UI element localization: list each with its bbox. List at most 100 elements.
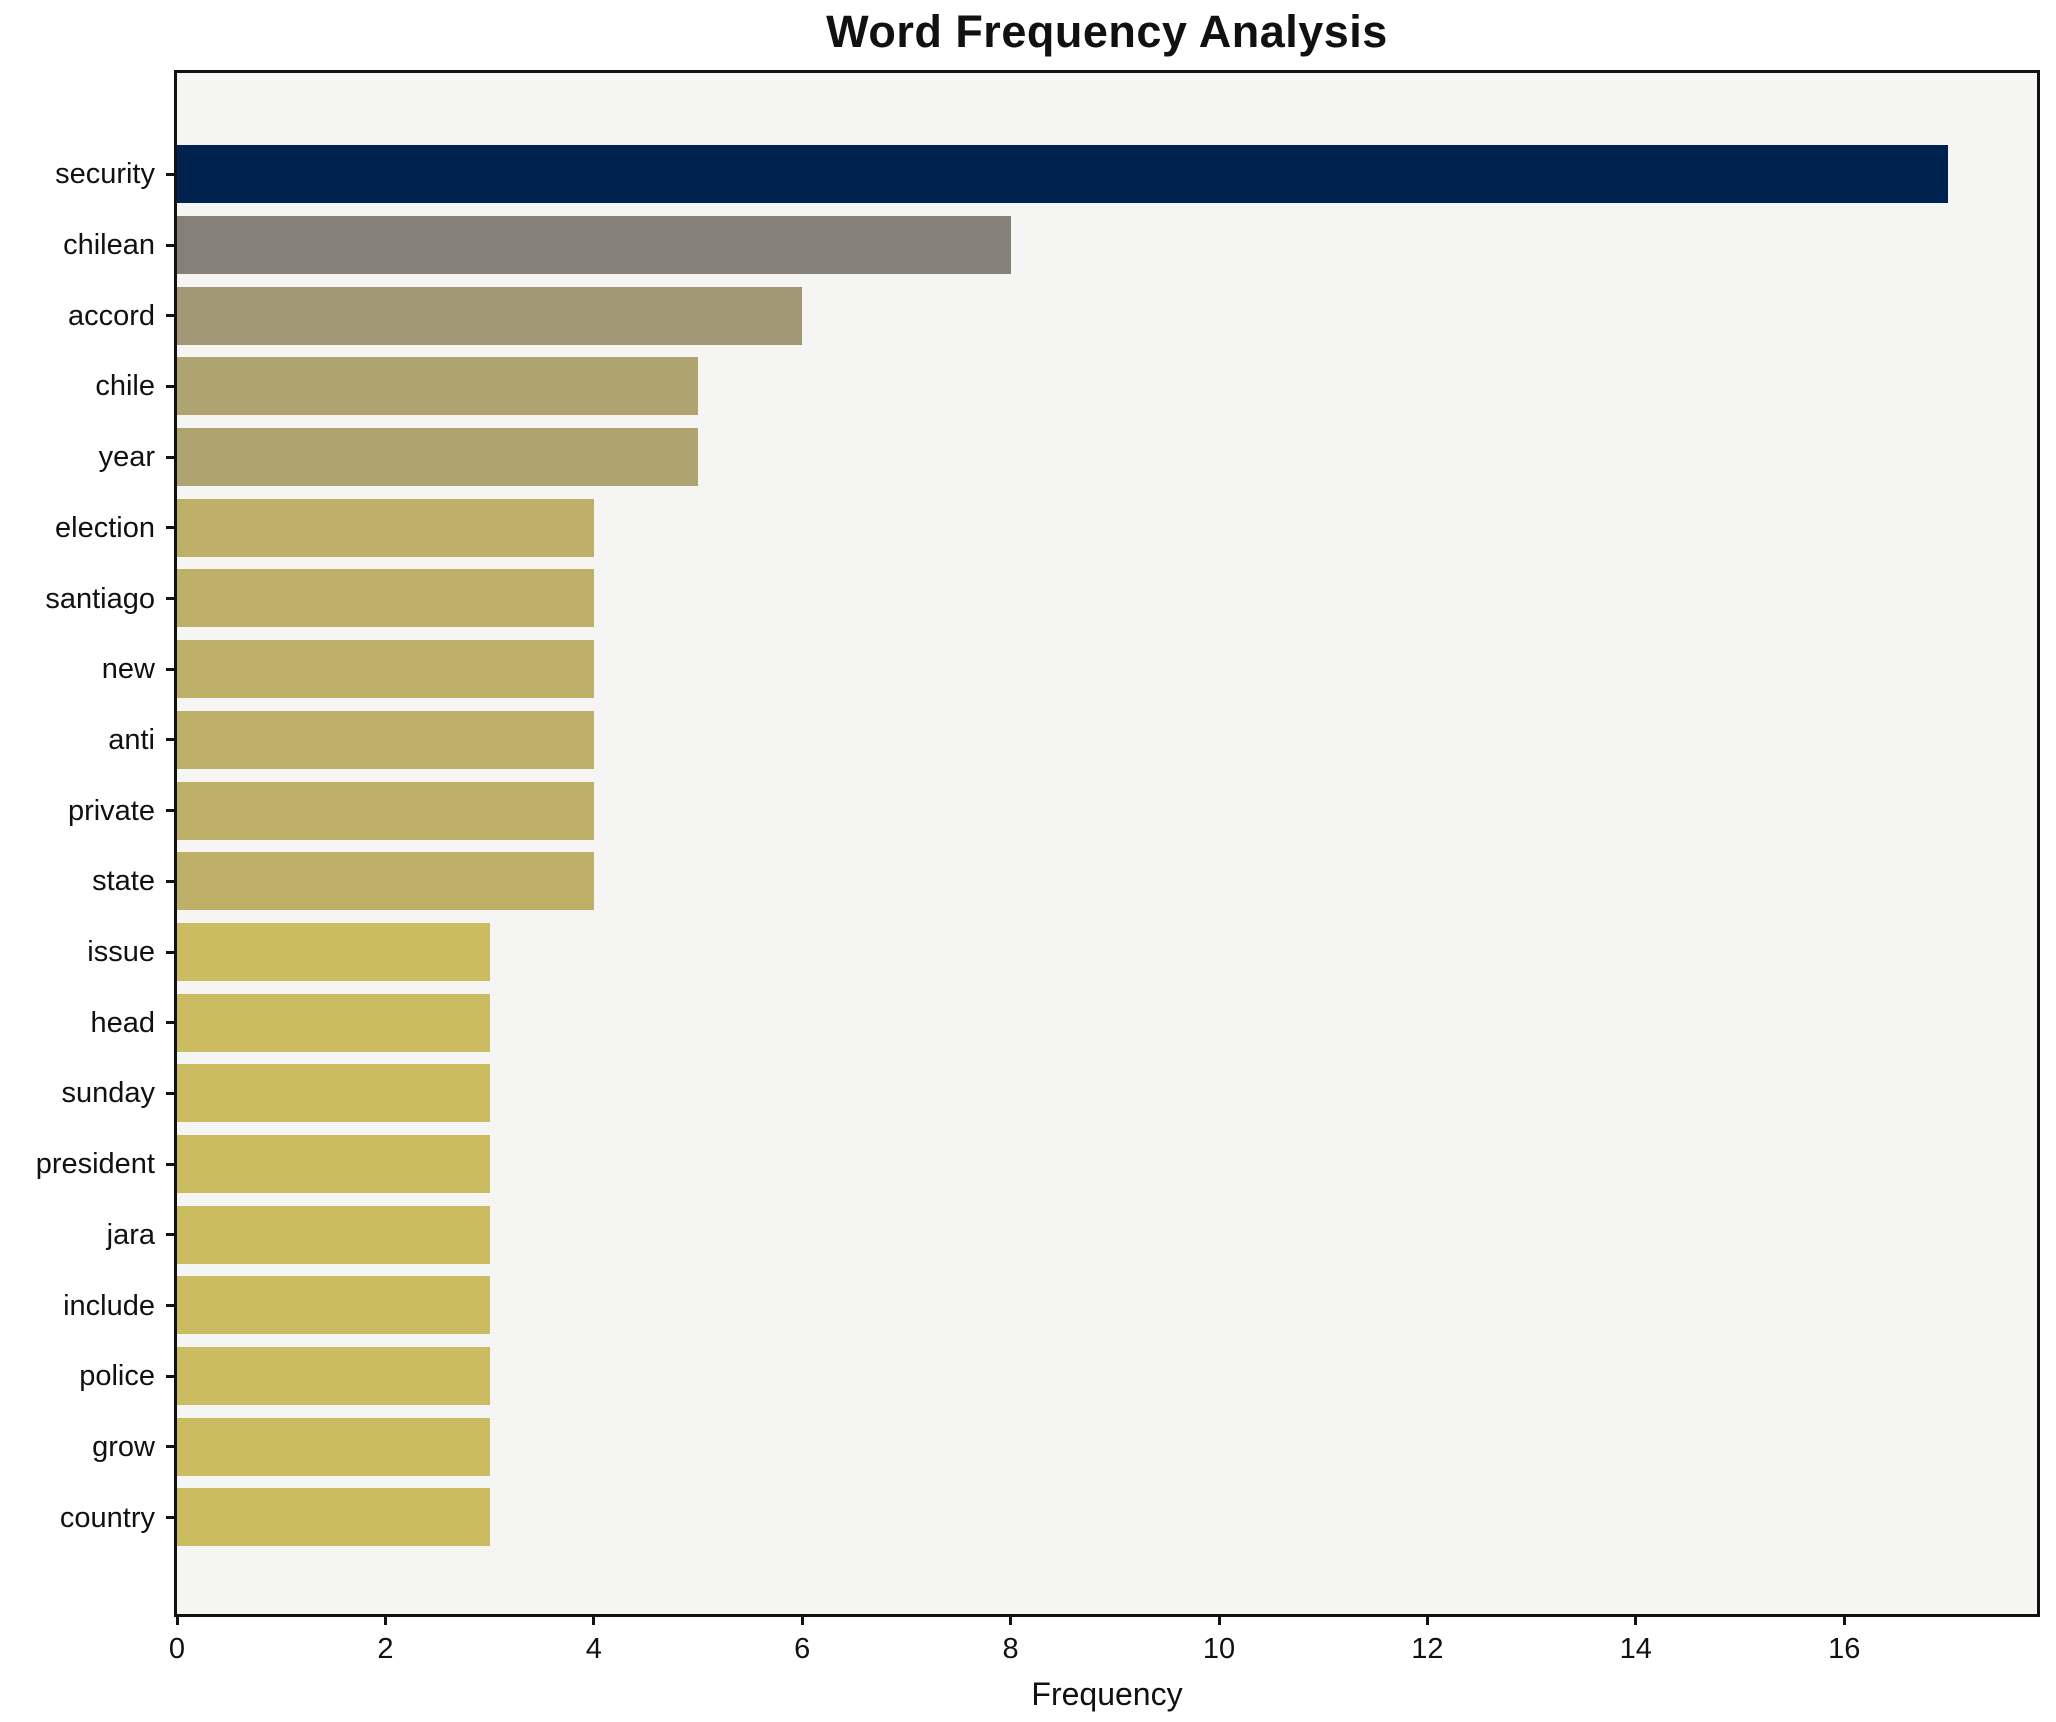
y-tick-mark — [166, 1374, 176, 1378]
y-axis-label-head: head — [90, 1006, 155, 1039]
x-tick-mark — [1009, 1615, 1013, 1625]
x-tick-mark — [1634, 1615, 1638, 1625]
x-tick-label-10: 10 — [1202, 1633, 1236, 1665]
x-tick-mark — [1425, 1615, 1429, 1625]
y-tick-mark — [166, 1091, 176, 1095]
bar-row — [177, 1411, 2037, 1482]
y-axis-label-accord: accord — [67, 299, 155, 332]
bar-row — [177, 1058, 2037, 1129]
bar-president — [177, 1134, 490, 1193]
y-axis-label-chile: chile — [95, 370, 155, 403]
y-axis-label-sunday: sunday — [61, 1077, 155, 1110]
x-tick-label-4: 4 — [585, 1633, 602, 1665]
x-tick-mark — [592, 1615, 596, 1625]
bar-row — [177, 492, 2037, 563]
bar-row — [177, 705, 2037, 776]
bar-row — [177, 280, 2037, 351]
y-tick-mark — [166, 314, 176, 318]
bar-santiago — [177, 569, 594, 628]
x-tick-label-8: 8 — [1002, 1633, 1019, 1665]
x-tick-mark — [383, 1615, 387, 1625]
bar-row — [177, 634, 2037, 705]
bar-issue — [177, 922, 490, 981]
x-tick-label-6: 6 — [794, 1633, 811, 1665]
y-axis-label-police: police — [79, 1360, 155, 1393]
x-tick-mark — [800, 1615, 804, 1625]
y-tick-mark — [166, 597, 176, 601]
bar-year — [177, 428, 698, 487]
y-tick-mark — [166, 667, 176, 671]
bar-head — [177, 993, 490, 1052]
y-axis-label-anti: anti — [108, 723, 155, 756]
plot-area — [174, 70, 2040, 1617]
y-tick-mark — [166, 879, 176, 883]
y-axis-label-state: state — [92, 865, 155, 898]
y-tick-mark — [166, 243, 176, 247]
bar-security — [177, 145, 1949, 204]
bar-new — [177, 640, 594, 699]
y-axis-label-president: president — [35, 1148, 155, 1181]
bar-jara — [177, 1205, 490, 1264]
x-tick-label-0: 0 — [168, 1633, 186, 1665]
y-tick-mark — [166, 526, 176, 530]
bar-anti — [177, 710, 594, 769]
y-tick-mark — [166, 172, 176, 176]
chart-title: Word Frequency Analysis — [826, 6, 1388, 57]
bar-row — [177, 987, 2037, 1058]
bar-row — [177, 1199, 2037, 1270]
bar-row — [177, 210, 2037, 281]
bar-row — [177, 139, 2037, 210]
bar-sunday — [177, 1064, 490, 1123]
y-tick-mark — [166, 1162, 176, 1166]
bar-row — [177, 1482, 2037, 1553]
y-tick-mark — [166, 1516, 176, 1520]
bar-row — [177, 917, 2037, 988]
x-tick-mark — [175, 1615, 179, 1625]
y-axis-label-jara: jara — [106, 1218, 155, 1251]
bar-chilean — [177, 216, 1011, 275]
y-tick-mark — [166, 1445, 176, 1449]
y-tick-mark — [166, 1021, 176, 1025]
y-axis-label-santiago: santiago — [45, 582, 155, 615]
y-axis-label-new: new — [101, 653, 155, 686]
bar-country — [177, 1488, 490, 1547]
y-tick-mark — [166, 384, 176, 388]
bar-row — [177, 351, 2037, 422]
y-axis-label-chilean: chilean — [63, 229, 155, 262]
y-axis-label-election: election — [55, 511, 155, 544]
x-tick-mark — [1842, 1615, 1846, 1625]
x-axis-label: Frequency — [1031, 1676, 1183, 1712]
x-tick-label-14: 14 — [1619, 1633, 1652, 1665]
y-axis-label-include: include — [63, 1289, 155, 1322]
bar-accord — [177, 286, 803, 345]
y-tick-mark — [166, 455, 176, 459]
bar-row — [177, 775, 2037, 846]
bar-row — [177, 846, 2037, 917]
bar-election — [177, 498, 594, 557]
y-axis-label-grow: grow — [92, 1430, 155, 1463]
bar-state — [177, 852, 594, 911]
y-tick-mark — [166, 809, 176, 813]
y-axis-label-private: private — [67, 794, 155, 827]
y-tick-mark — [166, 1233, 176, 1237]
bar-row — [177, 1129, 2037, 1200]
x-tick-label-2: 2 — [377, 1633, 394, 1665]
bars-area — [177, 139, 2037, 1553]
bar-police — [177, 1347, 490, 1406]
x-tick-label-16: 16 — [1828, 1633, 1861, 1665]
bar-row — [177, 563, 2037, 634]
y-tick-mark — [166, 1304, 176, 1308]
bar-grow — [177, 1417, 490, 1476]
y-axis-label-security: security — [55, 158, 155, 191]
bar-row — [177, 1270, 2037, 1341]
x-tick-label-12: 12 — [1411, 1633, 1444, 1665]
y-axis-label-year: year — [98, 441, 155, 474]
y-tick-mark — [166, 950, 176, 954]
bar-private — [177, 781, 594, 840]
bar-row — [177, 1341, 2037, 1412]
y-axis-label-country: country — [59, 1501, 155, 1534]
x-tick-mark — [1217, 1615, 1221, 1625]
bar-row — [177, 422, 2037, 493]
y-axis-label-issue: issue — [87, 936, 155, 969]
